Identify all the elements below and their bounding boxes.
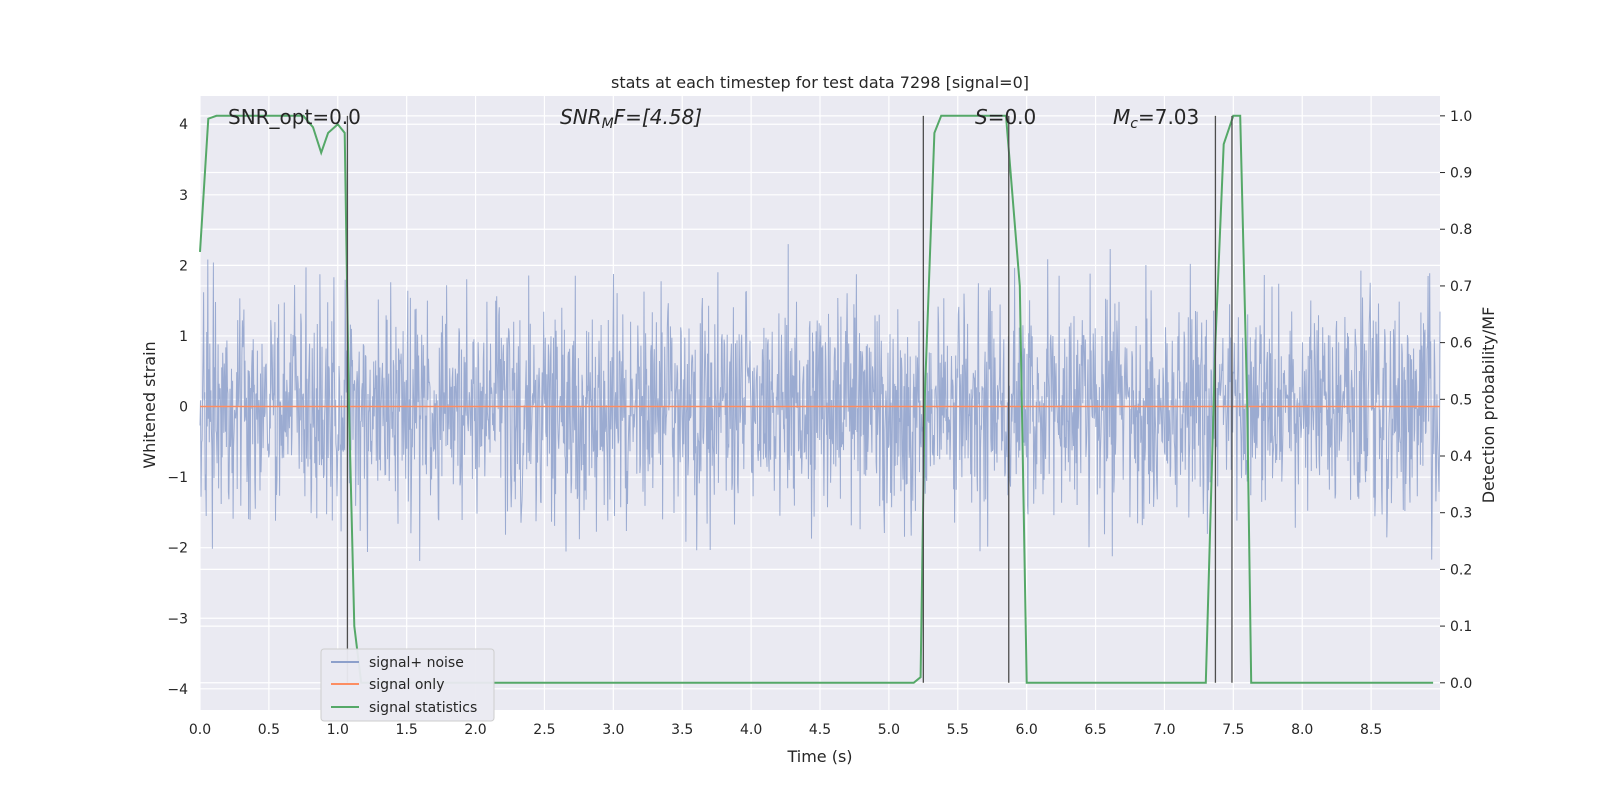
y-tick-label: −4 — [167, 682, 188, 698]
y2-axis-ticks: 1.0 0.9 0.8 0.7 0.6 0.5 0.4 0.3 0.2 0.1 0.0 — [1440, 109, 1472, 692]
x-axis-label: Time (s) — [786, 747, 852, 766]
x-tick-label: 7.5 — [1222, 722, 1244, 738]
y2-tick-label: 0.9 — [1450, 166, 1472, 182]
y-axis-ticks: 4 3 2 1 0 −1 −2 −3 −4 — [167, 117, 188, 698]
legend-label-stats: signal statistics — [369, 700, 477, 716]
annotation-s: S=0.0 — [975, 105, 1036, 129]
legend-label-noise: signal+ noise — [369, 655, 464, 671]
mc-subscript: c — [1130, 116, 1138, 132]
y2-tick-label: 0.2 — [1450, 562, 1472, 578]
y-tick-label: 3 — [179, 188, 188, 204]
x-tick-label: 4.0 — [740, 722, 762, 738]
x-tick-label: 4.5 — [809, 722, 831, 738]
y-tick-label: −3 — [167, 611, 188, 627]
s-symbol: S — [975, 105, 988, 129]
y-axis-label: Whitened strain — [140, 341, 159, 468]
x-tick-label: 7.0 — [1153, 722, 1175, 738]
snr-mf-subscript: M — [602, 116, 614, 132]
stats-line — [199, 114, 1434, 684]
noise-line — [199, 244, 1441, 562]
y-tick-label: 0 — [179, 400, 188, 416]
y2-tick-label: 0.5 — [1450, 392, 1472, 408]
snr-mf-f: F=[4.58] — [614, 105, 702, 129]
x-tick-label: 0.0 — [189, 722, 211, 738]
x-tick-label: 6.0 — [1016, 722, 1038, 738]
y2-tick-label: 0.4 — [1450, 449, 1472, 465]
legend: signal+ noise signal only signal statist… — [320, 648, 495, 722]
stats-series — [199, 114, 1434, 684]
annotation-snr-opt: SNR_opt=0.0 — [228, 105, 361, 129]
mc-value: =7.03 — [1138, 105, 1199, 129]
annotation-mc: Mc=7.03 — [1113, 105, 1199, 132]
legend-box — [320, 648, 495, 722]
x-tick-label: 2.5 — [533, 722, 555, 738]
y2-tick-label: 0.6 — [1450, 336, 1472, 352]
y-tick-label: 1 — [179, 329, 188, 345]
y2-tick-label: 0.0 — [1450, 676, 1472, 692]
x-axis-ticks: 0.0 0.5 1.0 1.5 2.0 2.5 3.0 3.5 4.0 4.5 5.0 5.5 6.0 6… — [189, 722, 1382, 738]
legend-label-signal: signal only — [369, 677, 444, 693]
vertical-markers — [346, 115, 1233, 683]
s-value: =0.0 — [988, 105, 1037, 129]
y-tick-label: 2 — [179, 258, 188, 274]
x-tick-label: 2.0 — [464, 722, 486, 738]
x-tick-label: 8.5 — [1360, 722, 1382, 738]
y2-tick-label: 0.8 — [1450, 222, 1472, 238]
y2-tick-label: 0.3 — [1450, 506, 1472, 522]
x-tick-label: 8.0 — [1291, 722, 1313, 738]
annotation-snr-mf: SNRMF=[4.58] — [560, 105, 702, 132]
x-tick-label: 1.0 — [327, 722, 349, 738]
x-tick-label: 3.0 — [602, 722, 624, 738]
y-tick-label: −2 — [167, 541, 188, 557]
x-tick-label: 5.5 — [947, 722, 969, 738]
mc-symbol: M — [1113, 105, 1130, 129]
y-tick-label: −1 — [167, 470, 188, 486]
y2-tick-label: 0.7 — [1450, 279, 1472, 295]
x-tick-label: 3.5 — [671, 722, 693, 738]
x-tick-label: 5.0 — [878, 722, 900, 738]
x-tick-label: 0.5 — [258, 722, 280, 738]
chart-title: stats at each timestep for test data 729… — [611, 73, 1029, 92]
y2-tick-label: 0.1 — [1450, 619, 1472, 635]
x-tick-label: 1.5 — [396, 722, 418, 738]
y-tick-label: 4 — [179, 117, 188, 133]
noise-series — [199, 244, 1441, 562]
snr-mf-symbol: SNR — [560, 105, 602, 129]
x-tick-label: 6.5 — [1084, 722, 1106, 738]
y2-tick-label: 1.0 — [1450, 109, 1472, 125]
y2-axis-label: Detection probability/MF — [1479, 307, 1498, 504]
